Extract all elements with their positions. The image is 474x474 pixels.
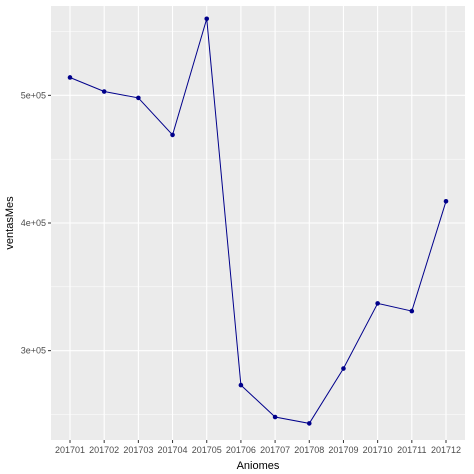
data-point bbox=[101, 89, 107, 94]
x-tick-label: 201707 bbox=[260, 445, 290, 455]
y-axis-title: ventasMes bbox=[4, 196, 16, 250]
data-point bbox=[272, 414, 278, 420]
y-tick-label: 4e+05 bbox=[21, 218, 46, 228]
x-tick-label: 201712 bbox=[431, 445, 461, 455]
x-tick-label: 201710 bbox=[363, 445, 393, 455]
x-tick-label: 201701 bbox=[55, 445, 85, 455]
data-point bbox=[170, 132, 175, 138]
x-tick-label: 201711 bbox=[397, 445, 426, 455]
y-tick-label: 5e+05 bbox=[21, 90, 46, 100]
x-axis-title: Aniomes bbox=[237, 460, 280, 472]
y-tick-label: 3e+05 bbox=[21, 346, 46, 356]
x-tick-label: 201702 bbox=[89, 445, 119, 455]
data-point bbox=[306, 421, 312, 426]
data-point bbox=[204, 16, 210, 22]
data-point bbox=[409, 308, 415, 314]
x-tick-label: 201704 bbox=[158, 445, 188, 455]
x-tick-label: 201709 bbox=[328, 445, 358, 455]
data-point bbox=[136, 95, 141, 101]
x-tick-label: 201703 bbox=[123, 445, 153, 455]
data-point bbox=[443, 199, 449, 204]
data-point bbox=[67, 75, 73, 80]
x-tick-label: 201706 bbox=[226, 445, 256, 455]
minor-gridlines bbox=[51, 31, 465, 415]
x-tick-label: 201708 bbox=[294, 445, 324, 455]
data-point bbox=[238, 382, 244, 388]
x-tick-label: 201705 bbox=[192, 445, 222, 455]
x-axis-ticks: 201701 201702 201703 201704 201705 201706 2017… bbox=[55, 440, 461, 455]
data-point bbox=[341, 366, 346, 371]
data-point bbox=[375, 301, 380, 306]
y-axis-ticks: 3e+05 4e+05 5e+05 bbox=[21, 90, 51, 356]
series-points bbox=[67, 16, 449, 426]
series-line bbox=[69, 18, 447, 424]
